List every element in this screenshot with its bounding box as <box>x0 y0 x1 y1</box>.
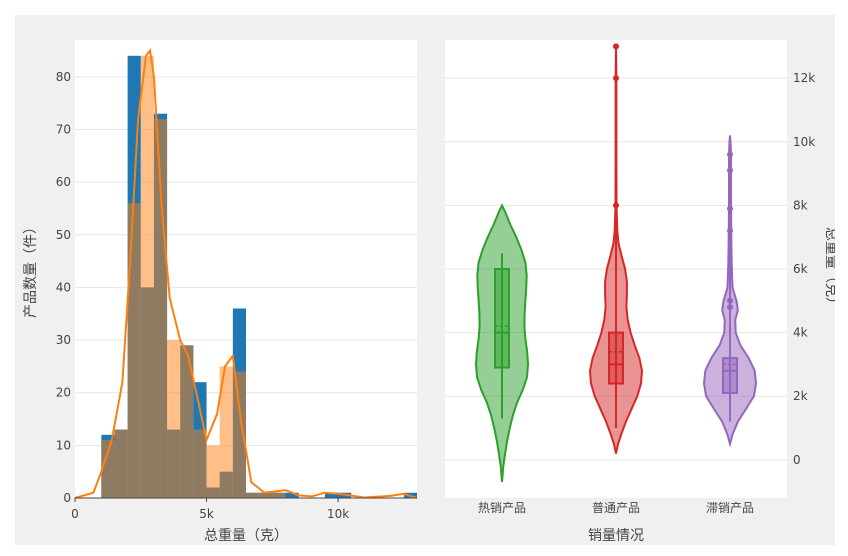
violin-box <box>494 268 510 369</box>
histogram-bar <box>167 340 181 498</box>
violin-outlier-point <box>613 75 619 82</box>
violin-outlier-point <box>727 297 733 304</box>
histogram-bar <box>259 492 273 498</box>
violin-y-axis-title: 总重量（克） <box>823 227 835 311</box>
violin-y-tick-label: 4k <box>793 326 808 340</box>
histogram-bar <box>140 55 154 499</box>
histogram-bar <box>285 492 299 498</box>
violin-y-tick-label: 6k <box>793 262 808 276</box>
violin-outlier-point <box>613 202 619 209</box>
histogram-y-tick-label: 10 <box>56 438 71 452</box>
histogram-x-tick-label: 5k <box>199 507 214 521</box>
violin-y-tick-label: 10k <box>793 135 815 149</box>
histogram-bar <box>180 345 194 498</box>
chart-canvas: 0 10 20 30 40 50 60 70 80 0 5k 10k 总重量（克） 产品数量（件） 0 2k… <box>23 40 839 544</box>
violin-category-label: 热销产品 <box>478 501 526 515</box>
histogram-x-tick-label: 10k <box>327 507 349 521</box>
histogram-y-tick-label: 80 <box>56 70 71 84</box>
histogram-y-axis-title: 产品数量（件） <box>23 220 39 318</box>
violin-outlier-point <box>727 205 733 212</box>
violin-box <box>608 331 624 385</box>
violin-y-tick-label: 12k <box>793 71 815 85</box>
histogram-y-tick-label: 40 <box>56 280 71 294</box>
histogram-bar <box>246 492 260 498</box>
violin-x-axis-title: 销量情况 <box>588 528 644 544</box>
histogram-bar <box>272 492 286 498</box>
histogram-bar <box>101 440 115 498</box>
violin-y-tick-label: 2k <box>793 389 808 403</box>
histogram-bar <box>193 429 207 498</box>
violin-y-tick-label: 8k <box>793 198 808 212</box>
violin-outlier-point <box>727 167 733 174</box>
histogram-y-tick-label: 70 <box>56 122 71 136</box>
violin-category-label: 滞销产品 <box>706 501 754 515</box>
kde-curve-line <box>74 47 418 499</box>
histogram-bar <box>324 492 339 498</box>
histogram-bar <box>153 118 168 498</box>
histogram-y-tick-label: 60 <box>56 175 71 189</box>
violin-outlier-point <box>727 304 733 311</box>
histogram-bar <box>219 366 233 498</box>
histogram-y-tick-label: 0 <box>63 491 71 505</box>
histogram-bar <box>206 445 220 498</box>
violin-outlier-point <box>613 43 619 50</box>
histogram-bar <box>127 203 141 498</box>
violin-y-tick-label: 0 <box>793 453 801 467</box>
histogram-x-axis-title: 总重量（克） <box>204 528 288 544</box>
violin-outlier-point <box>727 151 733 158</box>
histogram-y-tick-label: 30 <box>56 333 71 347</box>
violin-category-label: 普通产品 <box>592 501 640 515</box>
violin-outlier-point <box>727 227 733 234</box>
figure-background: 0 10 20 30 40 50 60 70 80 0 5k 10k 总重量（克） 产品数量（件） 0 2k… <box>15 15 839 545</box>
histogram-chart: 0 10 20 30 40 50 60 70 80 0 5k 10k 总重量（克） 产品数量（件） <box>23 40 418 544</box>
histogram-x-tick-label: 0 <box>71 507 79 521</box>
violin-box <box>722 357 738 395</box>
histogram-bar <box>114 429 128 498</box>
histogram-y-tick-label: 50 <box>56 228 71 242</box>
histogram-bar <box>232 371 246 498</box>
violin-outlier-point <box>727 266 733 272</box>
histogram-y-tick-label: 20 <box>56 386 71 400</box>
